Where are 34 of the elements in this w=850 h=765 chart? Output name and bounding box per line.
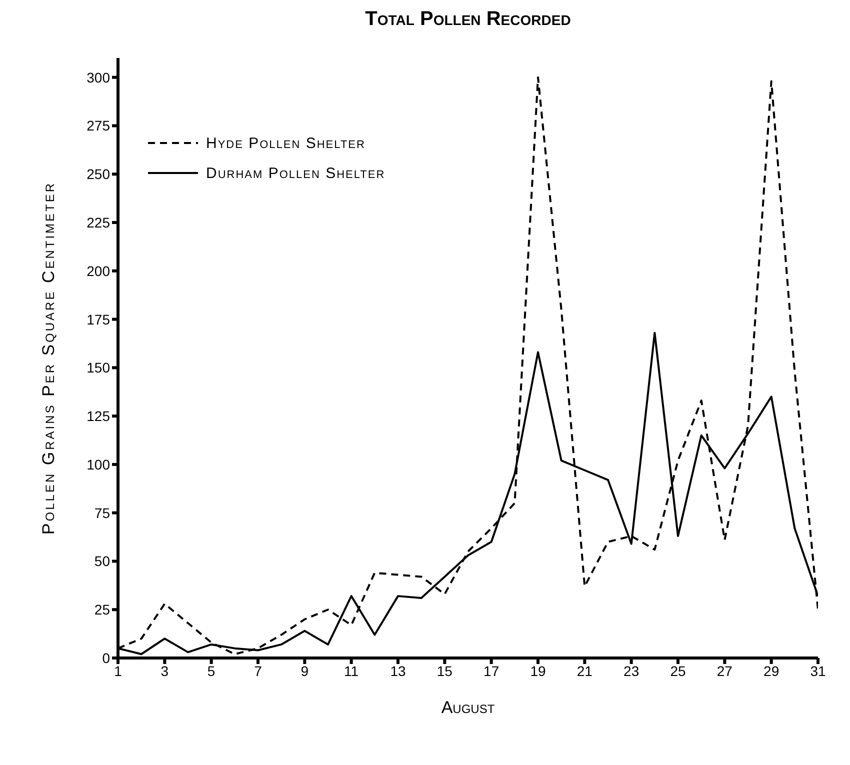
y-tick-label: 200 — [86, 262, 110, 279]
x-tick-label: 7 — [254, 662, 262, 679]
y-tick-label: 250 — [86, 166, 110, 182]
x-tick-label: 1 — [114, 662, 122, 679]
x-axis-title: August — [441, 698, 496, 717]
x-tick-label: 3 — [160, 662, 169, 679]
x-tick-label: 19 — [530, 662, 546, 679]
y-tick-label: 300 — [86, 69, 110, 86]
x-tick-label: 15 — [436, 662, 453, 679]
x-tick-label: 9 — [300, 662, 309, 679]
x-tick-label: 23 — [624, 662, 640, 679]
y-tick-label: 125 — [86, 408, 110, 424]
x-tick-label: 27 — [716, 662, 733, 679]
x-tick-label: 5 — [207, 662, 216, 679]
y-tick-label: 150 — [86, 360, 110, 376]
y-tick-label: 225 — [86, 214, 110, 230]
x-tick-label: 31 — [810, 662, 826, 679]
y-tick-label: 175 — [86, 311, 110, 328]
y-tick-label: 275 — [86, 118, 110, 134]
chart-title: Total Pollen Recorded — [364, 8, 572, 32]
y-tick-label: 50 — [94, 553, 110, 570]
x-tick-label: 11 — [344, 662, 359, 679]
legend-label: Hyde Pollen Shelter — [206, 134, 366, 152]
x-tick-label: 17 — [484, 662, 500, 679]
y-tick-label: 75 — [94, 504, 110, 521]
y-tick-label: 0 — [102, 650, 110, 666]
x-tick-label: 25 — [670, 662, 686, 679]
y-tick-label: 100 — [86, 456, 110, 472]
x-tick-label: 21 — [576, 662, 593, 679]
x-tick-label: 13 — [390, 662, 406, 679]
y-axis-title: Pollen Grains Per Square Centimeter — [39, 181, 58, 535]
legend-label: Durham Pollen Shelter — [206, 164, 386, 182]
x-tick-label: 29 — [764, 662, 780, 679]
y-tick-label: 25 — [94, 602, 110, 618]
